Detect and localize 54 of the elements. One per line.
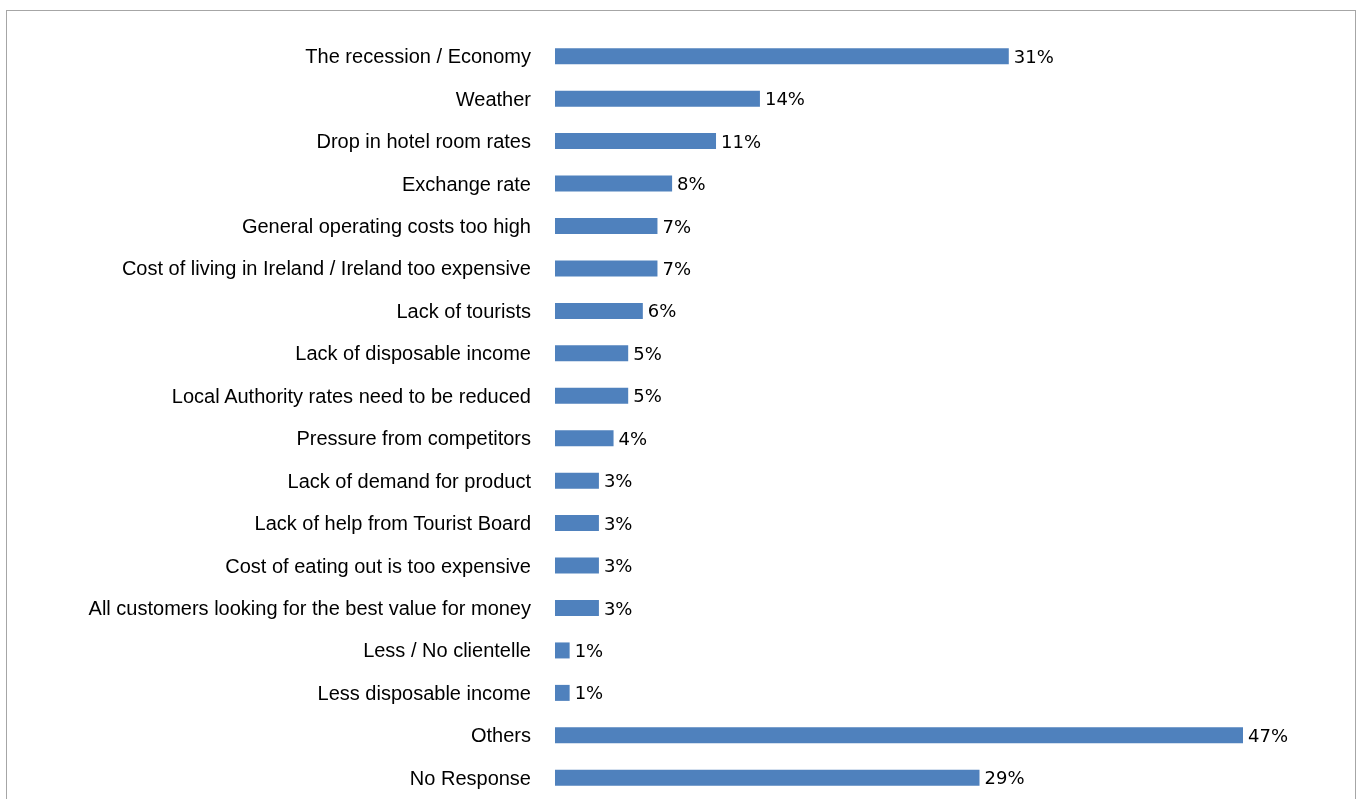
data-label: 31% [1013,45,1054,67]
data-label: 5% [633,385,662,407]
bar [555,302,643,319]
bar [555,387,629,404]
bar [555,515,599,532]
bar [555,48,1009,65]
data-label: 14% [764,88,805,110]
data-label: 29% [984,767,1025,789]
data-label: 3% [603,597,633,619]
data-label: 1% [574,682,604,704]
y-tick-label: Weather [455,87,532,110]
data-label: 3% [603,555,633,577]
data-label: 8% [677,173,706,195]
y-tick-label: Local Authority rates need to be reduced [171,384,531,407]
y-tick-label: Lack of disposable income [295,342,531,365]
data-label: 3% [603,470,633,492]
bar [555,684,570,701]
bar [555,260,658,277]
bar [555,345,629,362]
y-tick-label: Less / No clientelle [363,639,531,662]
y-tick-label: Drop in hotel room rates [316,130,531,153]
y-tick-label: Cost of eating out is too expensive [225,554,531,577]
bar [555,175,673,192]
bar [555,642,570,659]
y-tick-label: General operating costs too high [241,215,531,237]
y-tick-label: All customers looking for the best value for money [88,597,531,619]
data-label: 11% [721,130,762,152]
y-tick-label: The recession / Economy [305,45,531,68]
data-label: 47% [1248,724,1289,746]
bar [555,557,599,574]
data-label: 4% [618,427,648,449]
y-tick-label: Cost of living in Ireland / Ireland too expensive [121,257,531,280]
bar [555,90,760,107]
bar [555,430,614,447]
y-tick-label: No Response [409,766,531,789]
y-tick-label: Lack of demand for product [287,469,532,492]
y-tick-label: Others [470,724,531,747]
bar [555,218,658,234]
data-label: 3% [603,512,633,534]
y-tick-label: Pressure from competitors [296,427,531,450]
data-label: 1% [574,639,604,661]
y-tick-label: Exchange rate [402,172,531,195]
y-tick-label: Less disposable income [317,681,531,704]
bar [555,472,599,489]
bar [555,133,717,150]
y-tick-label: Lack of tourists [396,299,531,322]
data-label: 6% [647,300,677,322]
data-label: 7% [662,257,692,279]
bar [555,727,1243,744]
y-tick-label: Lack of help from Tourist Board [254,512,531,535]
bar [555,600,599,616]
bar [555,769,980,786]
data-label: 5% [633,342,662,364]
data-label: 7% [662,215,692,237]
